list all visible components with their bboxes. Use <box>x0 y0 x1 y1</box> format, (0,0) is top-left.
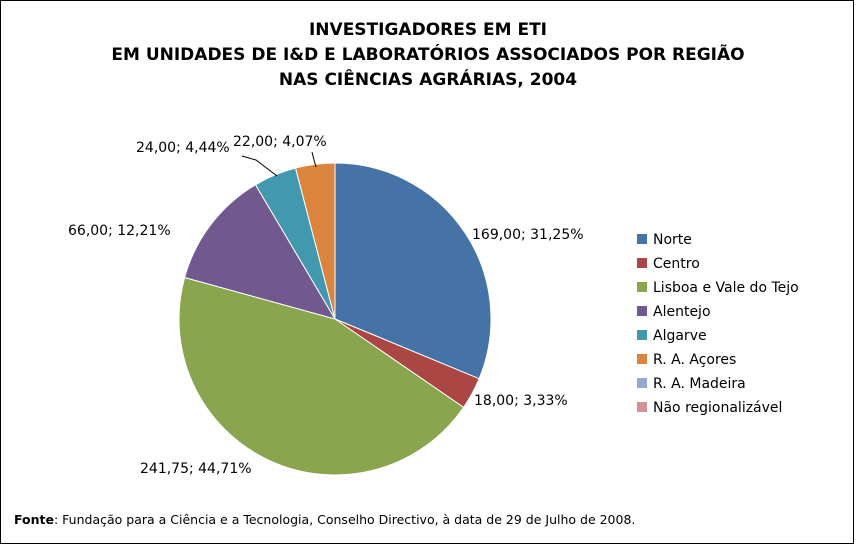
legend-swatch-lisboa-e-vale-do-tejo <box>637 282 647 292</box>
legend-swatch-r-a-madeira <box>637 378 647 388</box>
legend-swatch-norte <box>637 234 647 244</box>
leader-lines <box>241 151 317 177</box>
legend-label-r-a-madeira: R. A. Madeira <box>653 376 746 392</box>
leader-line-algarve <box>241 155 278 177</box>
chart-title-line-3: NAS CIÊNCIAS AGRÁRIAS, 2004 <box>278 70 578 90</box>
legend-swatch-centro <box>637 258 647 268</box>
legend-swatch-nao-regionalizavel <box>637 402 647 412</box>
chart-title-line-1: INVESTIGADORES EM ETI <box>308 20 547 40</box>
legend-label-alentejo: Alentejo <box>653 304 711 320</box>
data-labels: 169,00; 31,25% 18,00; 3,33% 241,75; 44,71%… <box>68 134 584 477</box>
pie-slice-alentejo <box>184 184 337 320</box>
data-label-r-a-acores: 22,00; 4,07% <box>233 134 327 150</box>
chart-title-line-2: EM UNIDADES DE I&D E LABORATÓRIOS ASSOCI… <box>111 45 745 65</box>
legend-swatch-alentejo <box>637 306 647 316</box>
source-text: : Fundação para a Ciência e a Tecnologia… <box>53 512 636 527</box>
legend: Norte Centro Lisboa e Vale do Tejo Alentejo… <box>637 232 799 416</box>
leader-line-r-a-acores <box>311 151 317 168</box>
legend-label-r-a-acores: R. A. Açores <box>653 352 736 368</box>
legend-label-centro: Centro <box>653 256 700 272</box>
legend-label-nao-regionalizavel: Não regionalizável <box>653 400 782 416</box>
legend-label-algarve: Algarve <box>653 328 707 344</box>
pie-slice-lisboa-e-vale-do-tejo <box>178 276 465 476</box>
data-label-algarve: 24,00; 4,44% <box>136 140 230 156</box>
data-label-centro: 18,00; 3,33% <box>474 393 568 409</box>
legend-swatch-r-a-acores <box>637 354 647 364</box>
data-label-lisboa-e-vale-do-tejo: 241,75; 44,71% <box>140 461 252 477</box>
chart-title: INVESTIGADORES EM ETI EM UNIDADES DE I&D… <box>0 18 856 93</box>
data-label-alentejo: 66,00; 12,21% <box>68 223 171 239</box>
legend-swatch-algarve <box>637 330 647 340</box>
pie-slice-norte <box>334 162 492 380</box>
pie-slices <box>178 162 492 476</box>
legend-label-lisboa-e-vale-do-tejo: Lisboa e Vale do Tejo <box>653 280 799 296</box>
data-label-norte: 169,00; 31,25% <box>472 227 584 243</box>
legend-label-norte: Norte <box>653 232 692 248</box>
source-label: Fonte <box>14 512 54 527</box>
source-note: Fonte: Fundação para a Ciência e a Tecno… <box>14 512 635 527</box>
